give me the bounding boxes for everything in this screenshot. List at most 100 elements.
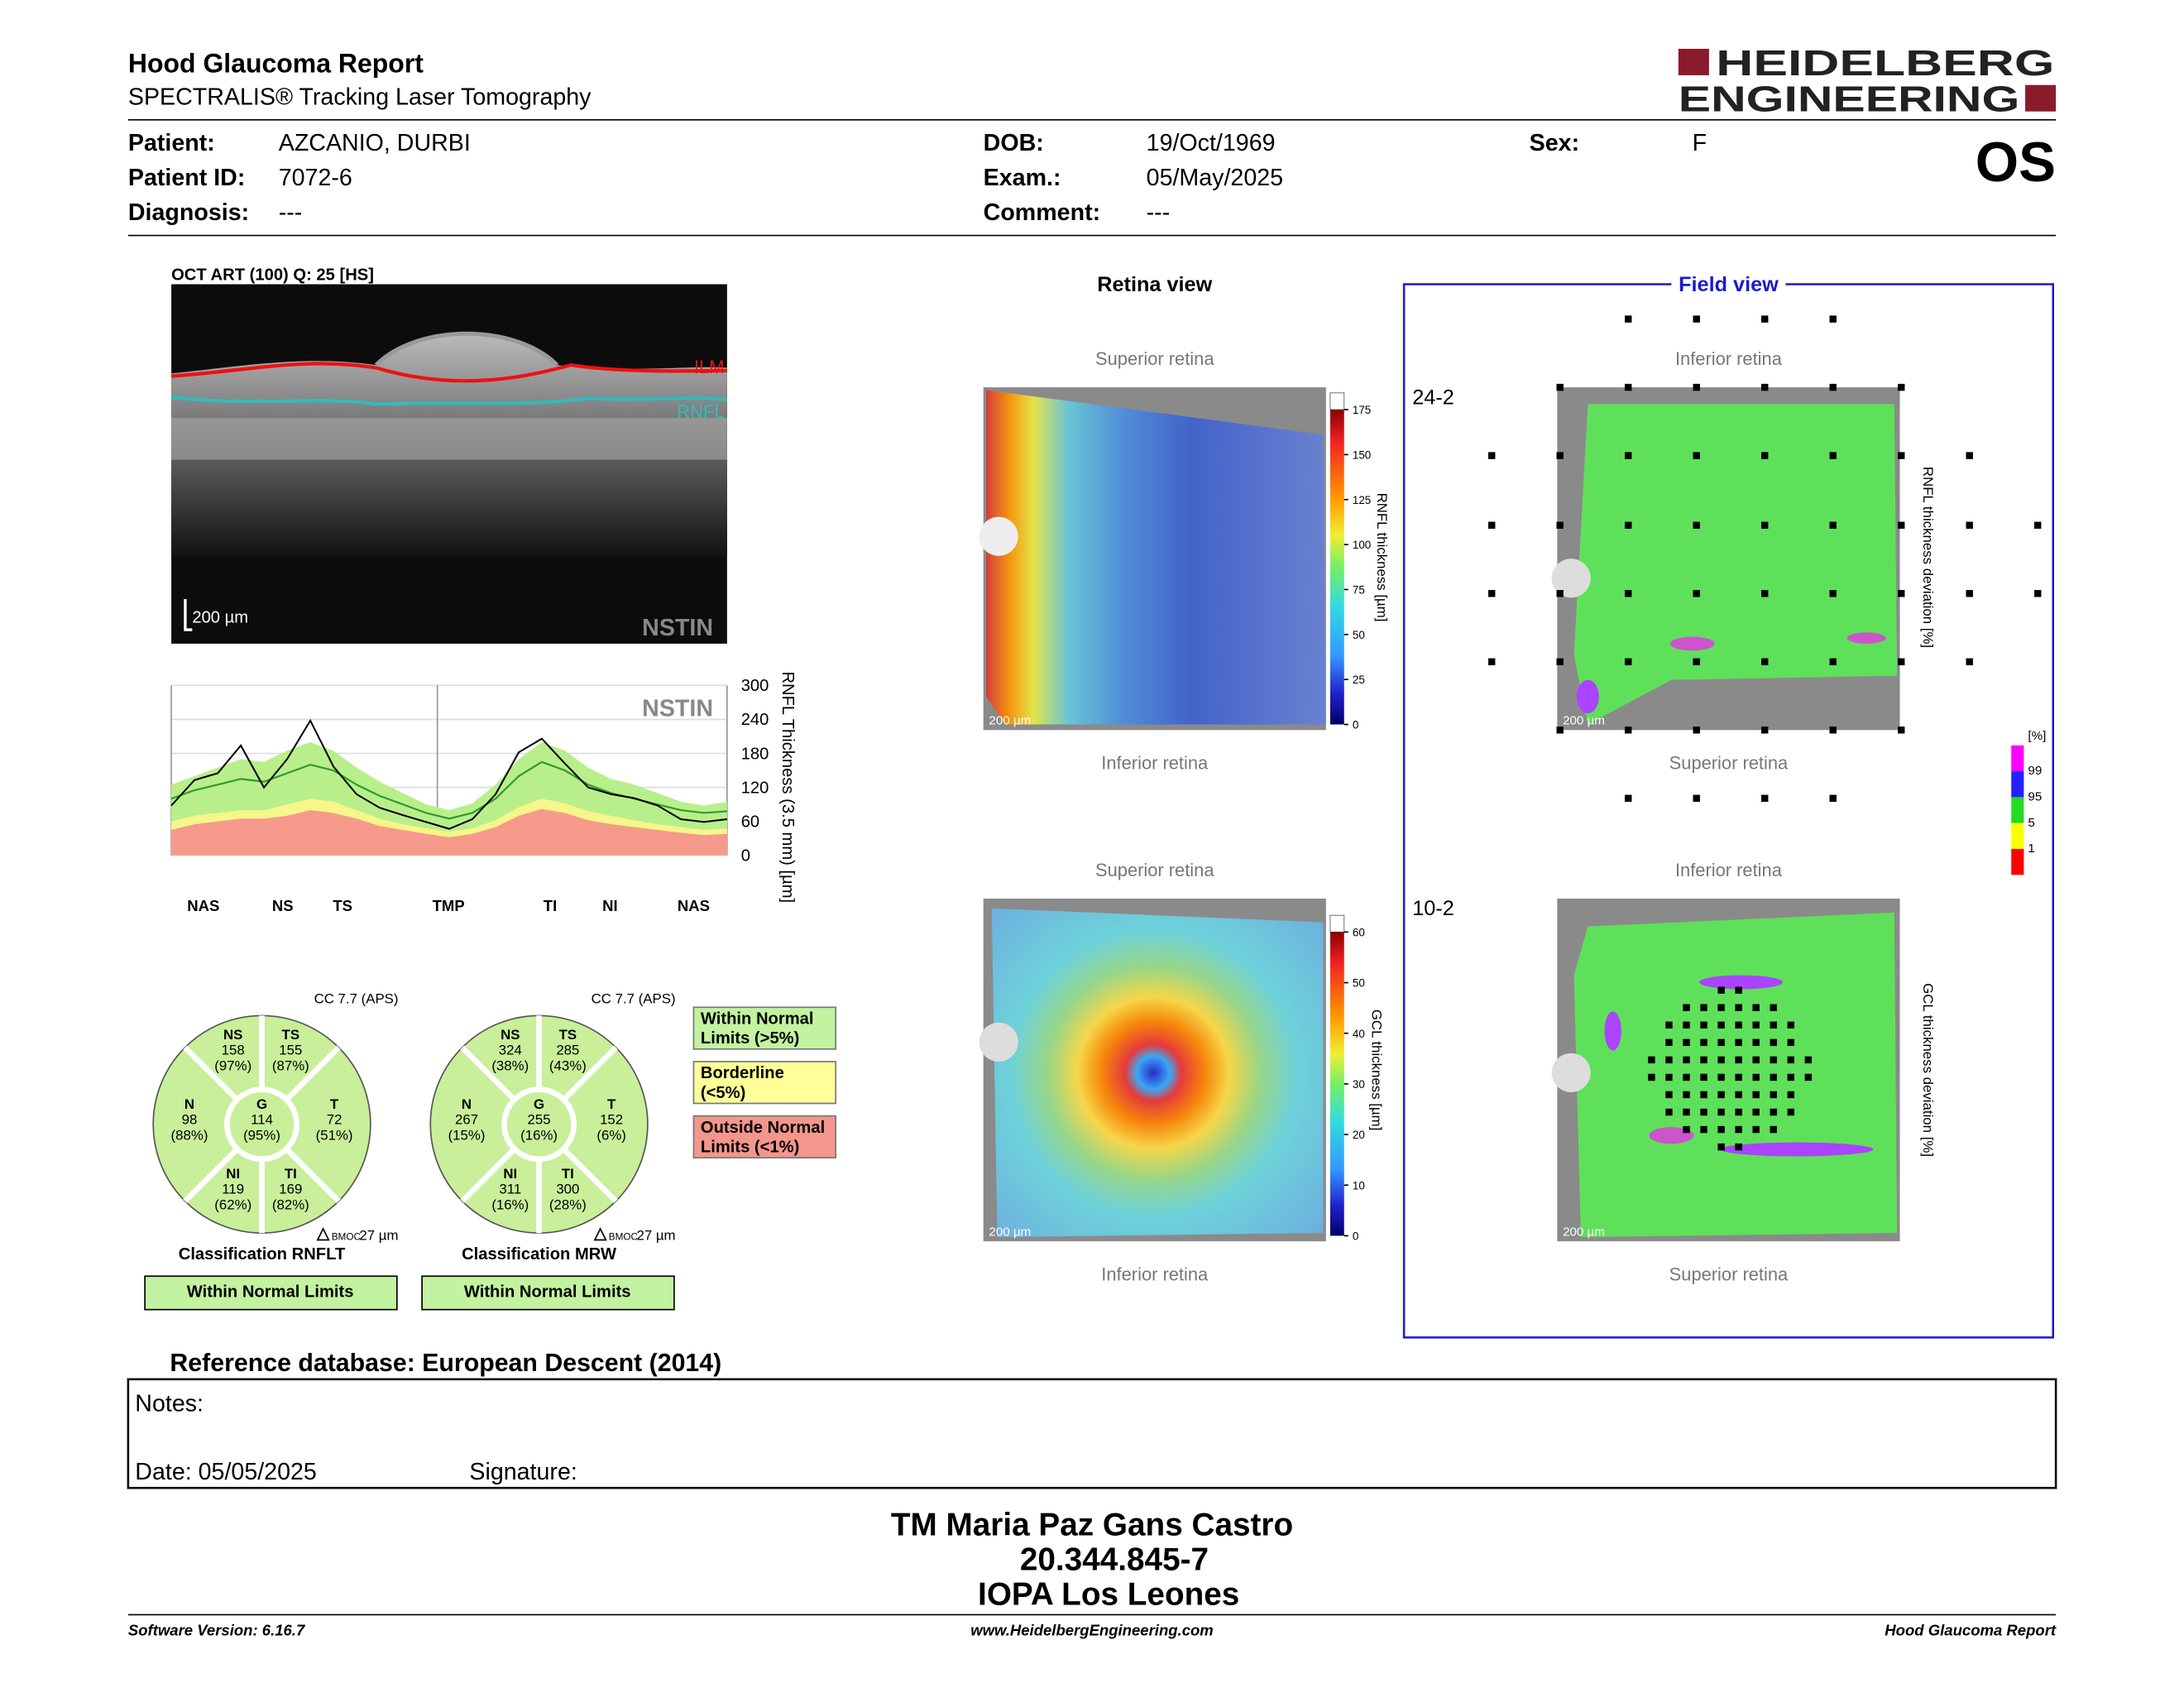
test-point — [1625, 383, 1632, 391]
field-label: Patient: — [128, 130, 215, 156]
colorbar-cap — [1329, 914, 1345, 933]
legend-level: 1 — [2028, 842, 2034, 856]
test-point — [1625, 590, 1632, 597]
sector-name: G — [534, 1096, 544, 1112]
deviation-area — [1576, 679, 1599, 714]
bmoc-icon — [593, 1227, 607, 1241]
test-point — [1770, 1073, 1777, 1081]
y-tick-label: 60 — [741, 813, 759, 831]
sector-percent: (16%) — [520, 1127, 558, 1143]
colorbar-cap — [1329, 392, 1345, 410]
sector-divider — [183, 1147, 240, 1203]
logo-square — [1678, 48, 1709, 75]
test-point — [1683, 1004, 1690, 1011]
classification-box — [421, 1275, 675, 1311]
sector-name: TI — [562, 1166, 574, 1182]
test-point — [2034, 521, 2042, 529]
test-point — [1700, 1091, 1707, 1099]
profile-ylabel: RNFL Thickness (3.5 mm) [µm] — [778, 671, 797, 903]
reference-band — [171, 808, 727, 856]
sector-value: 114 — [251, 1112, 273, 1128]
sector-name: NI — [503, 1166, 517, 1182]
test-point — [1556, 521, 1564, 529]
test-point — [1735, 1021, 1742, 1029]
test-point — [1735, 1125, 1742, 1134]
optic-disc — [979, 1022, 1018, 1062]
sector-name: NS — [500, 1027, 520, 1043]
sector-name: NI — [226, 1166, 240, 1182]
deviation-area — [1846, 632, 1886, 644]
test-point — [1717, 1143, 1725, 1151]
bmoc-value: 27 µm — [636, 1227, 675, 1243]
test-point — [1700, 1004, 1707, 1011]
colorbar-tick-label: 75 — [1353, 584, 1365, 597]
bmoc-label: BMOC — [609, 1231, 639, 1242]
test-point — [1488, 521, 1496, 529]
sector-percent: (38%) — [491, 1057, 529, 1073]
test-point — [1787, 1056, 1794, 1064]
field-value: 19/Oct/1969 — [1147, 130, 1276, 156]
colorbar-tick-label: 10 — [1353, 1179, 1365, 1192]
deviation-area — [1604, 1011, 1621, 1051]
grid-label: 24-2 — [1412, 386, 1454, 409]
field-title: Field view — [1679, 273, 1779, 296]
test-point — [1717, 1091, 1725, 1099]
test-point — [1556, 452, 1564, 459]
deviation-area — [1669, 636, 1715, 651]
test-point — [1665, 1091, 1673, 1099]
sector-name: TS — [282, 1027, 300, 1043]
test-point — [1752, 1038, 1760, 1047]
scale-label: 200 µm — [989, 714, 1031, 728]
test-point — [1761, 727, 1769, 734]
legend-swatch — [2011, 745, 2024, 772]
test-point — [1717, 1038, 1725, 1047]
test-point — [1770, 1038, 1777, 1047]
eye: OS — [1976, 132, 2056, 194]
classification-result: Within Normal Limits — [187, 1283, 354, 1302]
oct-mode: NSTIN — [642, 615, 713, 641]
notes-label: Notes: — [135, 1391, 204, 1417]
orientation: Inferior retina — [1101, 1264, 1209, 1284]
colorbar — [1329, 932, 1344, 1236]
test-point — [1966, 590, 1973, 597]
deviation-legend: 99 95 5 1 — [2011, 745, 2042, 875]
field-label: Diagnosis: — [128, 199, 249, 226]
test-point — [1625, 658, 1632, 665]
grid-label: 10-2 — [1412, 897, 1454, 920]
test-point — [1752, 1125, 1760, 1134]
test-point — [1648, 1073, 1655, 1081]
test-point — [1683, 1125, 1690, 1134]
test-point — [1735, 1073, 1742, 1081]
sector-value: 152 — [600, 1112, 623, 1128]
axis-label: RNFL thickness deviation [%] — [1920, 467, 1936, 648]
sector-name: TS — [559, 1027, 577, 1043]
colorbar-tick-label: 0 — [1353, 1230, 1358, 1243]
colorbar-tick-label: 60 — [1353, 926, 1365, 938]
oct-rpe — [171, 418, 727, 460]
test-point — [1966, 521, 1973, 529]
sector-percent: (15%) — [448, 1127, 486, 1143]
sector-name: TI — [285, 1166, 297, 1182]
signature: Signature: — [469, 1459, 577, 1485]
sector-name: G — [256, 1096, 267, 1112]
test-point — [1625, 521, 1632, 529]
bmoc-label: BMOC — [332, 1231, 362, 1242]
test-point — [1787, 1021, 1794, 1029]
sector-percent: (82%) — [272, 1196, 309, 1212]
y-tick-label: 0 — [741, 847, 750, 866]
rnfl-map — [986, 390, 1326, 725]
sector-value: 255 — [528, 1112, 551, 1128]
colorbar-tick-label: 50 — [1353, 977, 1365, 990]
method: CC 7.7 (APS) — [314, 990, 399, 1006]
sector-divider — [460, 1045, 517, 1102]
test-point — [1735, 986, 1742, 994]
test-points — [1488, 315, 2042, 1151]
legend-text: (<5%) — [701, 1084, 745, 1102]
test-point — [1966, 452, 1973, 459]
test-point — [1735, 1091, 1742, 1099]
test-point — [1683, 1091, 1690, 1099]
test-point — [1648, 1056, 1655, 1064]
test-point — [1717, 1056, 1725, 1064]
test-point — [1700, 1108, 1707, 1116]
